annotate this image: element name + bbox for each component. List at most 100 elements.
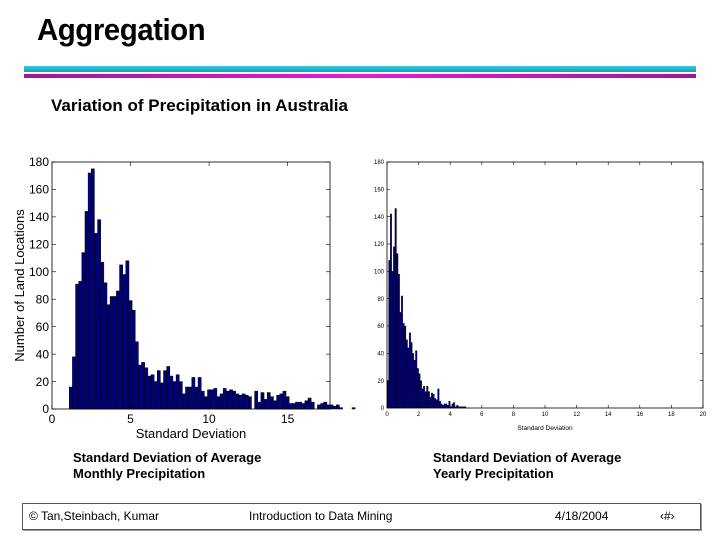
caption-right-line2: Yearly Precipitation (433, 466, 554, 481)
histogram-bar (219, 393, 224, 410)
caption-left-line1: Standard Deviation of Average (73, 450, 262, 465)
header-divider-cyan (24, 66, 696, 72)
histogram-bar (396, 253, 399, 409)
histogram-bar (175, 374, 180, 410)
histogram-bar (288, 403, 293, 410)
histogram-bar (97, 219, 101, 410)
histogram-bar (191, 377, 196, 410)
x-tick-label: 15 (281, 412, 295, 426)
y-tick-label: 20 (36, 375, 50, 389)
histogram-bar (75, 283, 79, 410)
histogram-bar (326, 404, 331, 410)
histogram-bar (241, 393, 246, 410)
histogram-bar (138, 364, 142, 410)
histogram-bar (200, 390, 205, 410)
histogram-bar (451, 403, 454, 409)
histogram-bar (125, 260, 130, 410)
histogram-bar (390, 213, 392, 409)
y-tick-label: 80 (36, 292, 50, 306)
chart-1: 0 5 10 15 0 20 40 60 80 100 120 140 160 180 Standard D… (12, 155, 356, 441)
histogram-bar (147, 375, 152, 410)
histogram-bar (69, 386, 73, 410)
x-tick-label: 20 (700, 412, 707, 418)
histogram-bar (276, 395, 280, 410)
histogram-bar (238, 395, 243, 410)
histogram-bar (393, 246, 396, 409)
histogram-bar (260, 392, 265, 410)
histogram-bar (128, 300, 133, 410)
histogram-bar (431, 392, 433, 409)
histogram-bar (456, 405, 459, 409)
y-axis-label: Number of Land Locations (12, 209, 27, 362)
histogram-bar (320, 403, 324, 410)
histogram-bar (416, 368, 419, 409)
histogram-bar (388, 260, 391, 409)
histogram-bar (222, 388, 227, 410)
histogram-bar (399, 312, 402, 409)
histogram-bar (427, 391, 430, 409)
histogram-bar (84, 211, 89, 410)
histogram-bar (279, 393, 284, 410)
y-tick-label: 100 (29, 265, 49, 279)
histogram-bar (81, 252, 86, 410)
histogram-bar (420, 380, 422, 409)
caption-left-line2: Monthly Precipitation (73, 466, 206, 481)
histogram-bar (404, 325, 407, 409)
histogram-bar (310, 401, 315, 410)
x-tick-label: 14 (605, 412, 612, 418)
histogram-bar (116, 290, 120, 410)
histogram-bar (413, 360, 416, 409)
histogram-bar (232, 390, 237, 410)
histogram-bar (298, 401, 302, 410)
y-tick-label: 60 (377, 324, 384, 330)
histogram-bar (438, 401, 441, 409)
histogram-bar (78, 281, 83, 410)
axes-box (51, 161, 331, 410)
histogram-bar (100, 261, 105, 410)
histogram-bar (295, 401, 299, 410)
histogram-bar (453, 402, 456, 409)
histogram-bar (72, 356, 76, 410)
histogram-bar (424, 391, 427, 409)
histogram-bar (435, 399, 438, 409)
histogram-bar (254, 390, 259, 410)
y-tick-label: 160 (374, 187, 385, 193)
y-tick-label: 120 (29, 238, 49, 252)
footer-author: © Tan,Steinbach, Kumar (29, 509, 160, 523)
y-tick-label: 80 (377, 297, 384, 303)
histogram-bar (426, 385, 429, 409)
histogram-bar (329, 404, 334, 410)
x-tick-label: 18 (668, 412, 675, 418)
histogram-bar (445, 403, 448, 409)
histogram-bar (401, 295, 403, 409)
plot-area (387, 162, 703, 408)
histogram-bar (410, 342, 413, 409)
histogram-bar (150, 374, 155, 410)
histogram-bar (317, 404, 321, 410)
histogram-bar (106, 304, 111, 410)
histogram-bar (182, 393, 186, 410)
histogram-bar (103, 282, 108, 410)
header-divider-magenta (24, 74, 696, 78)
histogram-bar (440, 403, 443, 409)
histogram-bar (339, 407, 343, 410)
histogram-bar (307, 397, 312, 410)
x-axis-label: Standard Deviation (136, 426, 247, 441)
histogram-bar (407, 347, 410, 409)
histogram-bar (429, 396, 432, 409)
y-tick-label: 40 (377, 351, 384, 357)
histogram-bar (301, 403, 306, 410)
histogram-bar (408, 332, 411, 409)
histogram-bar (418, 373, 421, 409)
y-tick-label: 100 (374, 269, 385, 275)
histogram-bar (273, 400, 277, 410)
histogram-bar (131, 309, 136, 410)
histogram-bar (188, 386, 193, 410)
histogram-bar (442, 405, 445, 409)
histogram-bar (257, 401, 262, 410)
chart-2: 0 2 4 6 8 10 12 14 16 18 20 0 20 40 60 80 100 120 140 160 18… (374, 160, 707, 432)
histogram-bar (216, 396, 221, 410)
x-tick-label: 0 (49, 412, 56, 426)
x-tick-label: 8 (512, 412, 516, 418)
histogram-bar (248, 396, 252, 410)
